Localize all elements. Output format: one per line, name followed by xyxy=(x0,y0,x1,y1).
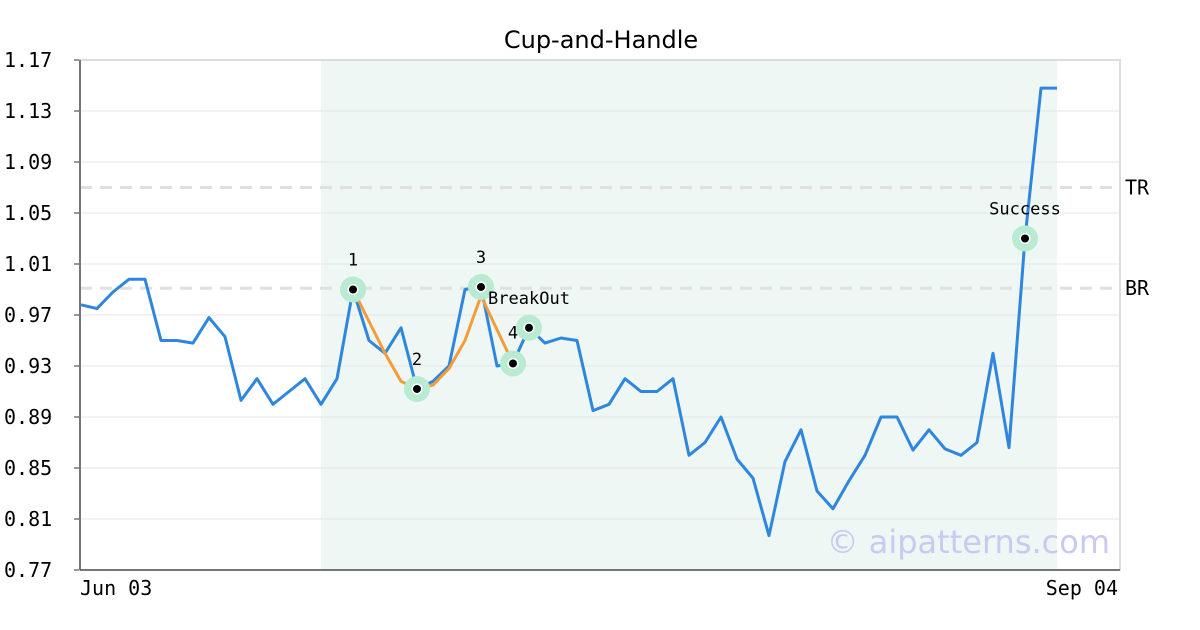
point-label-1: 1 xyxy=(348,251,358,271)
level-label-br: BR xyxy=(1125,276,1150,300)
y-tick-label: 0.93 xyxy=(4,354,52,378)
chart-title: Cup-and-Handle xyxy=(504,26,698,54)
y-tick-label: 0.85 xyxy=(4,456,52,480)
axis-layer: 1.17 1.13 1.09 1.05 1.01 0.97 0.93 0.89 0.85 0.81… xyxy=(4,48,1121,600)
pattern-line xyxy=(351,288,515,391)
price-series-line xyxy=(80,86,1057,538)
marker-dot xyxy=(1021,234,1029,243)
point-label-4: 4 xyxy=(508,323,518,343)
point-label-success: Success xyxy=(989,200,1061,220)
horizontal-lines-layer: TR BR xyxy=(80,176,1150,300)
y-tick-label: 0.77 xyxy=(4,558,52,582)
pattern-layer xyxy=(351,288,515,391)
y-tick-label: 1.17 xyxy=(4,48,52,72)
marker-layer: 1 2 3 4 BreakOut Success xyxy=(340,200,1061,402)
y-tick-label: 1.05 xyxy=(4,201,52,225)
marker-dot xyxy=(413,384,421,393)
level-label-tr: TR xyxy=(1125,176,1150,200)
series-layer xyxy=(80,86,1057,538)
marker-dot xyxy=(525,323,533,332)
marker-dot xyxy=(509,359,517,368)
y-tick-label: 0.89 xyxy=(4,405,52,429)
y-tick-label: 1.09 xyxy=(4,150,52,174)
x-tick-label: Sep 04 xyxy=(1046,576,1118,600)
y-tick-label: 1.01 xyxy=(4,252,52,276)
watermark: © aipatterns.com xyxy=(827,523,1110,561)
x-tick-label: Jun 03 xyxy=(80,576,152,600)
y-tick-label: 0.97 xyxy=(4,303,52,327)
point-label-breakout: BreakOut xyxy=(488,289,570,309)
y-tick-label: 0.81 xyxy=(4,507,52,531)
point-label-3: 3 xyxy=(476,248,486,268)
point-label-2: 2 xyxy=(412,350,422,370)
y-tick-label: 1.13 xyxy=(4,99,52,123)
marker-dot xyxy=(349,285,357,294)
marker-dot xyxy=(477,282,485,291)
